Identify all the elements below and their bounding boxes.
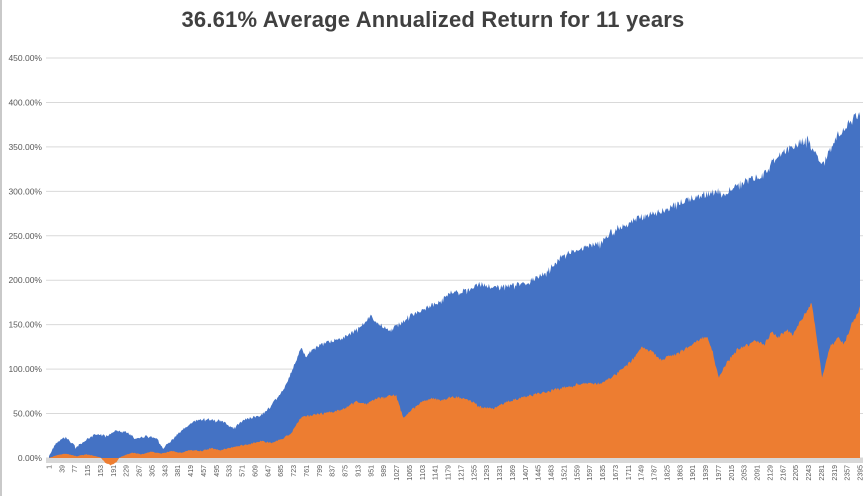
x-tick-label: 723 bbox=[291, 465, 298, 477]
y-tick-label: 50.00% bbox=[13, 409, 42, 419]
y-tick-label: 350.00% bbox=[8, 142, 42, 152]
x-tick-label: 2281 bbox=[819, 465, 826, 481]
y-tick-label: 150.00% bbox=[8, 320, 42, 330]
y-tick-label: 0.00% bbox=[18, 453, 43, 463]
y-axis-labels: 450.00% 400.00% 350.00% 300.00% 250.00% 200.0… bbox=[8, 53, 42, 463]
y-tick-label: 200.00% bbox=[8, 275, 42, 285]
x-tick-label: 1445 bbox=[536, 465, 543, 481]
x-tick-label: 533 bbox=[227, 465, 234, 477]
x-tick-label: 837 bbox=[330, 465, 337, 477]
x-tick-label: 2357 bbox=[845, 465, 852, 481]
x-tick-label: 1939 bbox=[703, 465, 710, 481]
x-tick-label: 913 bbox=[355, 465, 362, 477]
x-tick-label: 2243 bbox=[806, 465, 813, 481]
x-tick-label: 1179 bbox=[446, 465, 453, 480]
cumulative-return-orange-area bbox=[49, 303, 860, 466]
x-tick-label: 1293 bbox=[484, 465, 491, 481]
x-tick-label: 2053 bbox=[742, 465, 749, 481]
x-tick-label: 1863 bbox=[677, 465, 684, 481]
x-tick-label: 1255 bbox=[471, 465, 478, 481]
x-tick-label: 2167 bbox=[780, 465, 787, 481]
x-tick-label: 609 bbox=[252, 465, 259, 477]
x-tick-label: 1977 bbox=[716, 465, 723, 481]
x-tick-label: 153 bbox=[98, 465, 105, 477]
y-tick-label: 400.00% bbox=[8, 97, 42, 107]
x-tick-label: 1217 bbox=[458, 465, 465, 481]
x-tick-label: 1901 bbox=[690, 465, 697, 481]
x-tick-label: 1369 bbox=[510, 465, 517, 481]
x-tick-label: 381 bbox=[175, 465, 182, 477]
x-tick-label: 419 bbox=[188, 465, 195, 477]
x-tick-label: 1521 bbox=[561, 465, 568, 481]
x-tick-label: 1065 bbox=[407, 465, 414, 481]
x-tick-label: 1559 bbox=[574, 465, 581, 481]
x-tick-label: 2129 bbox=[767, 465, 774, 481]
x-tick-label: 761 bbox=[304, 465, 311, 477]
x-tick-label: 1483 bbox=[549, 465, 556, 481]
x-tick-label: 1407 bbox=[523, 465, 530, 481]
x-tick-label: 571 bbox=[240, 465, 247, 477]
x-tick-label: 1825 bbox=[664, 465, 671, 481]
y-tick-label: 250.00% bbox=[8, 231, 42, 241]
x-tick-label: 799 bbox=[317, 465, 324, 477]
x-tick-label: 267 bbox=[137, 465, 144, 477]
x-tick-label: 39 bbox=[59, 465, 66, 473]
x-tick-label: 229 bbox=[124, 465, 131, 477]
x-tick-label: 2015 bbox=[729, 465, 736, 481]
x-tick-label: 343 bbox=[162, 465, 169, 477]
y-tick-label: 300.00% bbox=[8, 186, 42, 196]
x-tick-label: 2091 bbox=[755, 465, 762, 481]
x-tick-label: 2319 bbox=[832, 465, 839, 481]
x-tick-label: 951 bbox=[368, 465, 375, 477]
x-tick-label: 1331 bbox=[497, 465, 504, 481]
x-tick-label: 1141 bbox=[433, 465, 440, 480]
x-tick-label: 685 bbox=[278, 465, 285, 477]
x-axis-line bbox=[46, 457, 863, 463]
chart-title: 36.61% Average Annualized Return for 11 … bbox=[181, 7, 685, 32]
x-tick-label: 875 bbox=[343, 465, 350, 477]
x-tick-label: 989 bbox=[381, 465, 388, 477]
x-tick-label: 191 bbox=[111, 465, 118, 477]
x-tick-label: 1787 bbox=[652, 465, 659, 481]
x-tick-label: 1 bbox=[47, 465, 54, 469]
x-tick-label: 495 bbox=[214, 465, 221, 477]
x-tick-label: 1597 bbox=[587, 465, 594, 481]
x-tick-label: 77 bbox=[72, 465, 79, 473]
x-tick-label: 305 bbox=[149, 465, 156, 477]
x-tick-label: 647 bbox=[265, 465, 272, 477]
y-tick-label: 450.00% bbox=[8, 53, 42, 63]
x-tick-label: 2395 bbox=[858, 465, 864, 481]
x-tick-label: 2205 bbox=[793, 465, 800, 481]
x-tick-label: 1749 bbox=[639, 465, 646, 481]
x-tick-label: 457 bbox=[201, 465, 208, 477]
y-tick-label: 100.00% bbox=[8, 364, 42, 374]
x-tick-label: 1673 bbox=[613, 465, 620, 481]
x-tick-label: 1711 bbox=[626, 465, 633, 480]
x-axis-labels: 1 39 77 115 153 191 229 267 305 343 381 419 457 495 53… bbox=[47, 465, 864, 481]
x-tick-label: 115 bbox=[85, 465, 92, 476]
x-tick-label: 1635 bbox=[600, 465, 607, 481]
x-tick-label: 1027 bbox=[394, 465, 401, 481]
x-tick-label: 1103 bbox=[420, 465, 427, 480]
